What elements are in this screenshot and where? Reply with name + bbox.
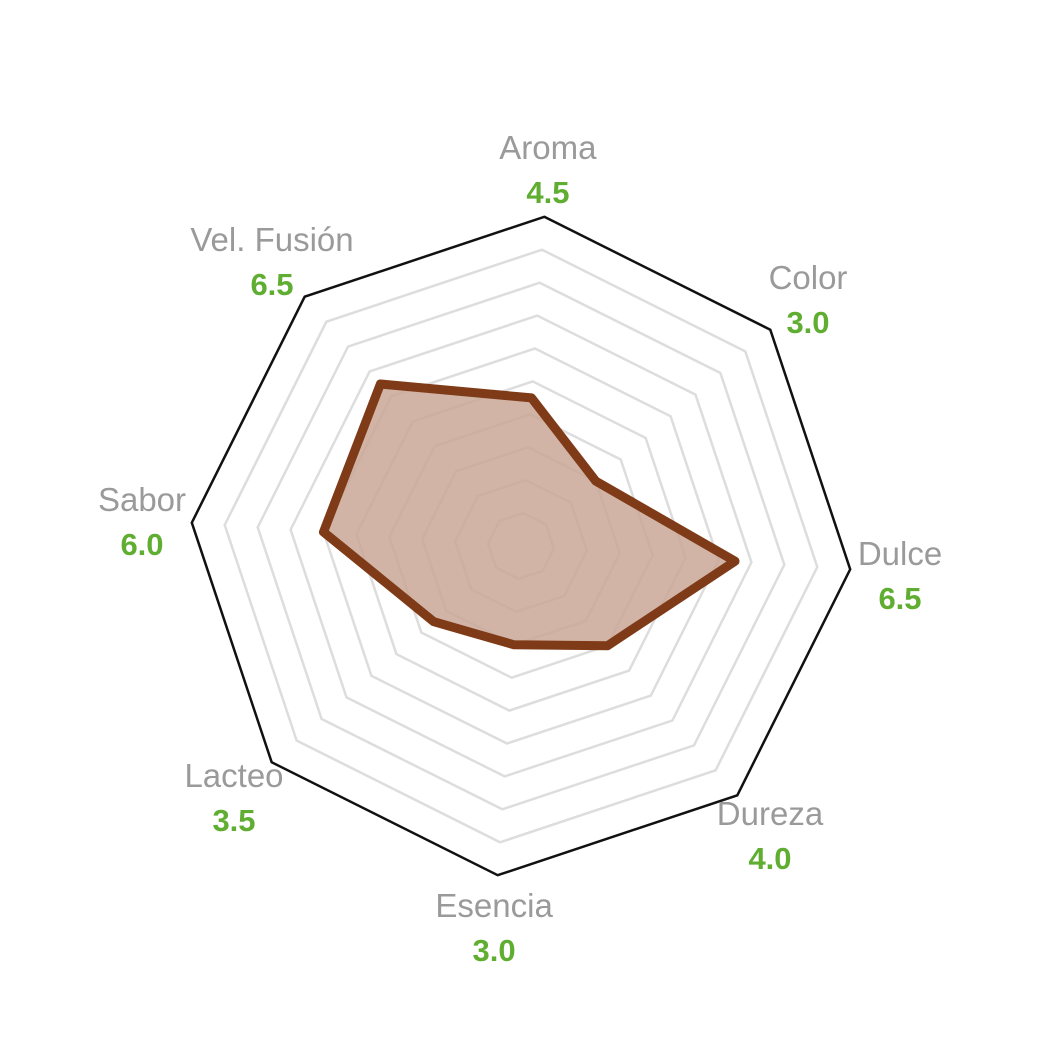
grid-ring-8 — [256, 281, 786, 811]
axis-value-dureza: 4.0 — [748, 841, 791, 876]
axis-value-esencia: 3.0 — [473, 933, 516, 968]
axis-value-color: 3.0 — [786, 305, 829, 340]
axis-label-lacteo: Lacteo — [184, 757, 283, 794]
axis-value-dulce: 6.5 — [878, 581, 921, 616]
axis-label-aroma: Aroma — [499, 129, 597, 166]
axis-value-sabor: 6.0 — [120, 527, 163, 562]
axis-label-color: Color — [769, 259, 848, 296]
label-layer: Aroma 4.5 Color 3.0 Dulce 6.5 Dureza 4.0 Esencia… — [98, 129, 942, 968]
outer-frame — [190, 215, 852, 877]
axis-label-sabor: Sabor — [98, 481, 186, 518]
axis-label-dureza: Dureza — [717, 795, 824, 832]
data-layer — [319, 379, 740, 651]
axis-label-vel-fusi-n: Vel. Fusión — [190, 221, 353, 258]
axis-label-esencia: Esencia — [435, 887, 553, 924]
axis-label-dulce: Dulce — [858, 535, 942, 572]
grid-ring-9 — [223, 248, 819, 844]
axis-value-vel-fusi-n: 6.5 — [250, 267, 293, 302]
axis-value-aroma: 4.5 — [526, 175, 569, 210]
data-area — [319, 379, 740, 651]
axis-value-lacteo: 3.5 — [212, 803, 255, 838]
grid-ring-7 — [289, 314, 753, 778]
